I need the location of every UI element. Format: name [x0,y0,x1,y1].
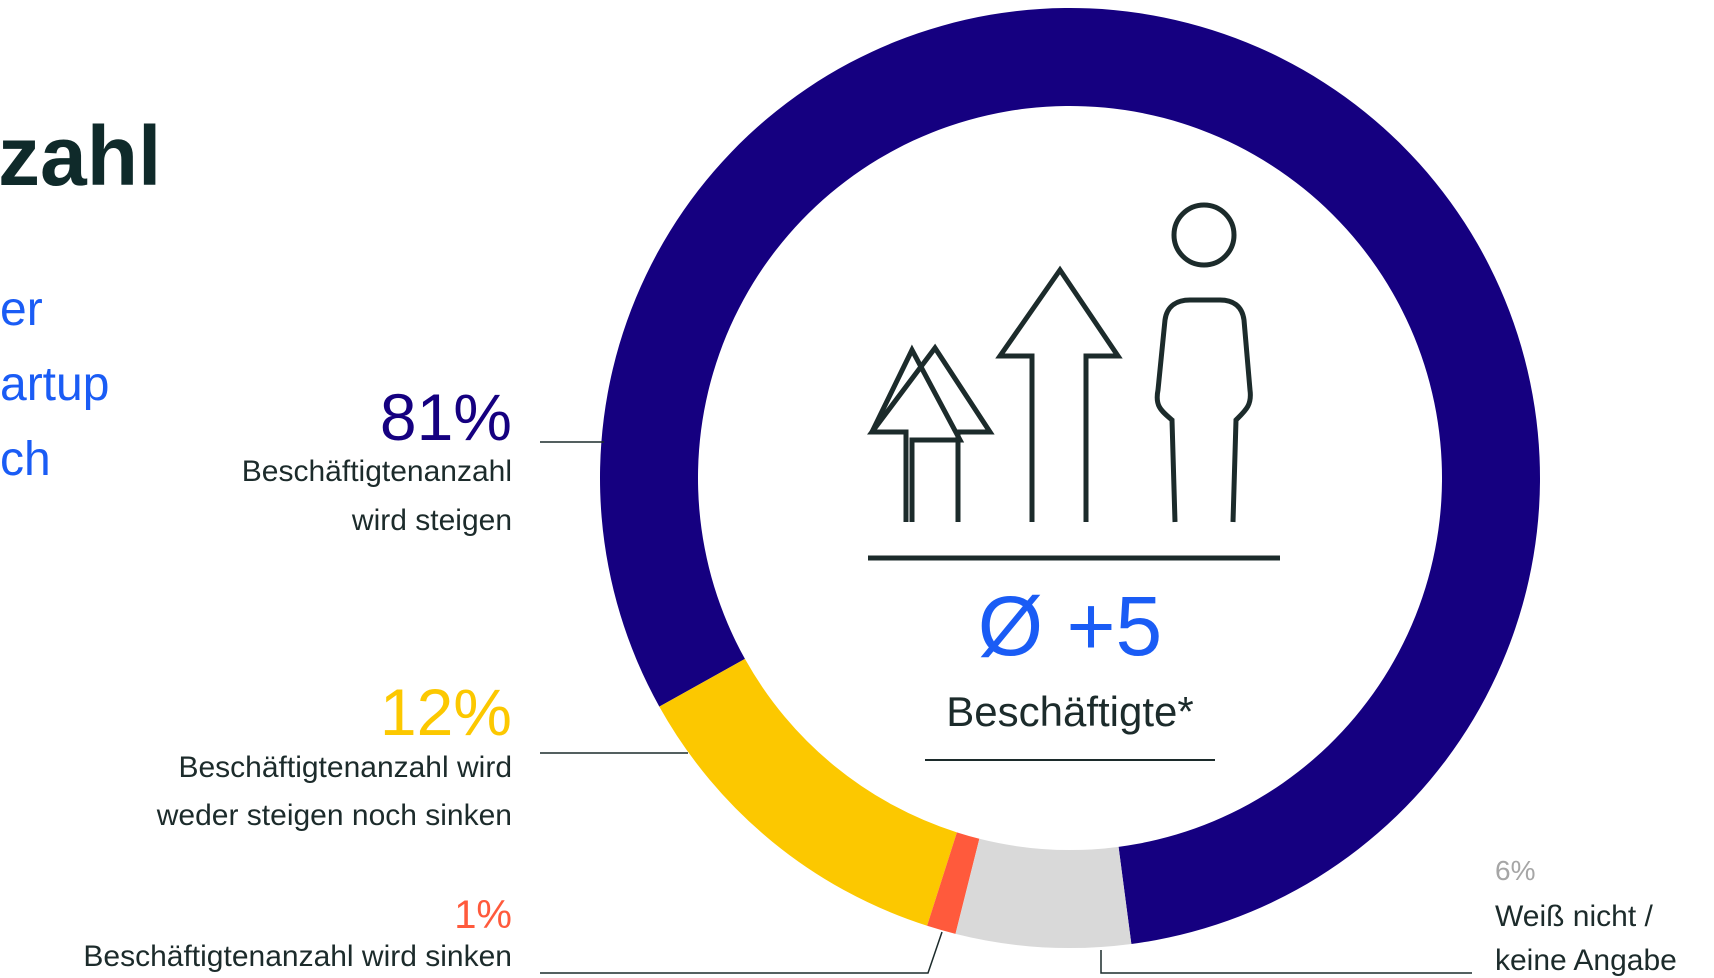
heading: zahl [0,109,161,203]
category-label: weder steigen noch sinken [156,799,512,832]
subheading: ch [0,433,51,486]
subheading: artup [0,358,109,411]
category-label: keine Angabe [1495,944,1677,977]
category-label: Beschäftigtenanzahl [242,455,512,488]
value-label: 6% [1495,855,1535,886]
leader-line [1100,950,1472,974]
donut-segment [659,658,957,926]
value-label: 12% [380,675,512,749]
donut-segment [927,832,980,934]
center-value: Ø +5 [978,579,1162,673]
category-label: Beschäftigtenanzahl wird [178,751,512,784]
subheading: er [0,283,43,336]
growth-icon [867,202,1280,561]
leader-line [540,931,943,974]
center-label: Beschäftigte* [946,688,1194,735]
donut-segment [955,838,1132,948]
value-label: 1% [454,893,512,937]
category-label: Weiß nicht / [1495,900,1653,933]
category-label: Beschäftigtenanzahl wird sinken [83,940,512,973]
donut [599,7,1540,948]
category-label: wird steigen [351,504,512,537]
value-label: 81% [380,380,512,454]
